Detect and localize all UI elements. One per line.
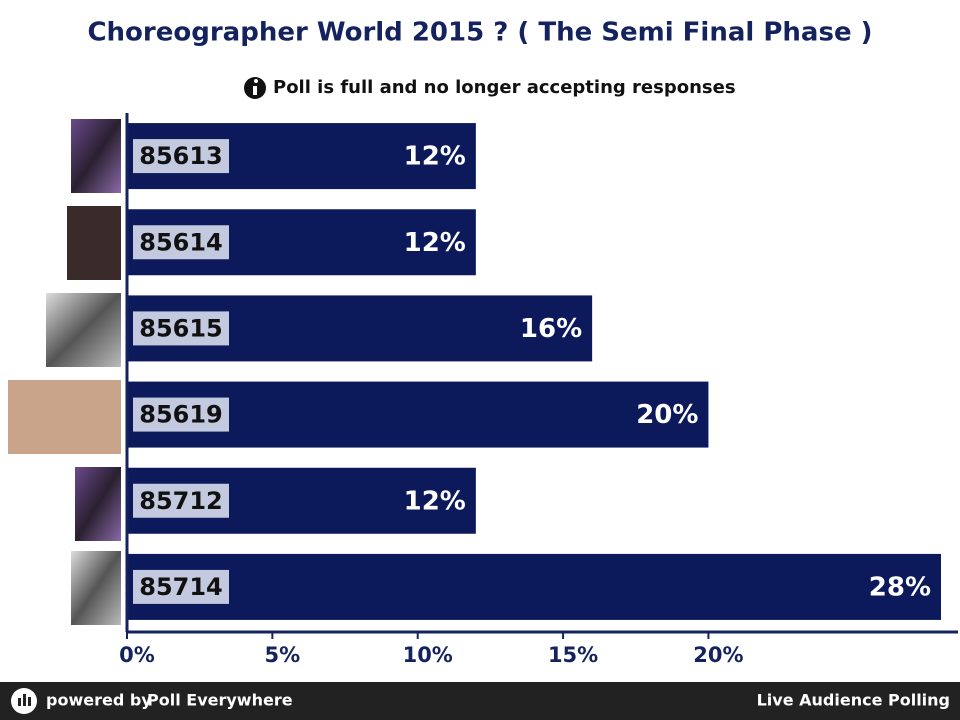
info-icon-dot: [254, 79, 258, 83]
photo: [8, 380, 121, 454]
category-label: 85613: [139, 142, 223, 170]
footer-brand[interactable]: Poll Everywhere: [147, 691, 293, 710]
value-label: 12%: [404, 142, 466, 172]
value-label: 28%: [869, 572, 931, 602]
x-tick-label: 10%: [403, 643, 453, 667]
value-label: 12%: [404, 486, 466, 516]
footer-tagline: Live Audience Polling: [757, 691, 950, 710]
photo: [71, 119, 121, 193]
category-label-box: [133, 225, 229, 260]
value-label: 12%: [404, 228, 466, 258]
footer-logo-bar: [28, 697, 31, 706]
footer-logo-bar: [18, 698, 21, 706]
category-label: 85619: [139, 401, 223, 429]
value-label: 16%: [520, 314, 582, 344]
bar: [127, 553, 941, 620]
category-label-box: [133, 483, 229, 518]
category-label: 85712: [139, 487, 223, 515]
category-label-box: [133, 139, 229, 174]
chart-subtitle: Poll is full and no longer accepting res…: [273, 77, 736, 98]
footer-bar: [0, 682, 960, 720]
footer-logo-bar: [23, 694, 26, 706]
category-label-box: [133, 569, 229, 604]
x-tick-label: 0%: [119, 643, 155, 667]
footer-powered-by: powered by: [46, 691, 152, 710]
photo: [46, 293, 121, 367]
photo: [71, 551, 121, 625]
x-tick-label: 20%: [693, 643, 743, 667]
x-tick-label: 5%: [265, 643, 301, 667]
category-label: 85615: [139, 314, 223, 342]
plot-area: 0% 5% 10% 15% 20% 85613 12% 85614 12% 85615 16% 856…: [119, 123, 941, 667]
photo: [67, 206, 121, 280]
photo: [75, 467, 121, 541]
info-icon-stem: [253, 86, 257, 95]
x-tick-label: 15%: [548, 643, 598, 667]
value-label: 20%: [636, 400, 698, 430]
category-label: 85714: [139, 573, 223, 601]
category-label-box: [133, 397, 229, 432]
category-label-box: [133, 311, 229, 346]
chart-title: Choreographer World 2015 ? ( The Semi Fi…: [87, 18, 872, 48]
category-label: 85614: [139, 228, 223, 256]
